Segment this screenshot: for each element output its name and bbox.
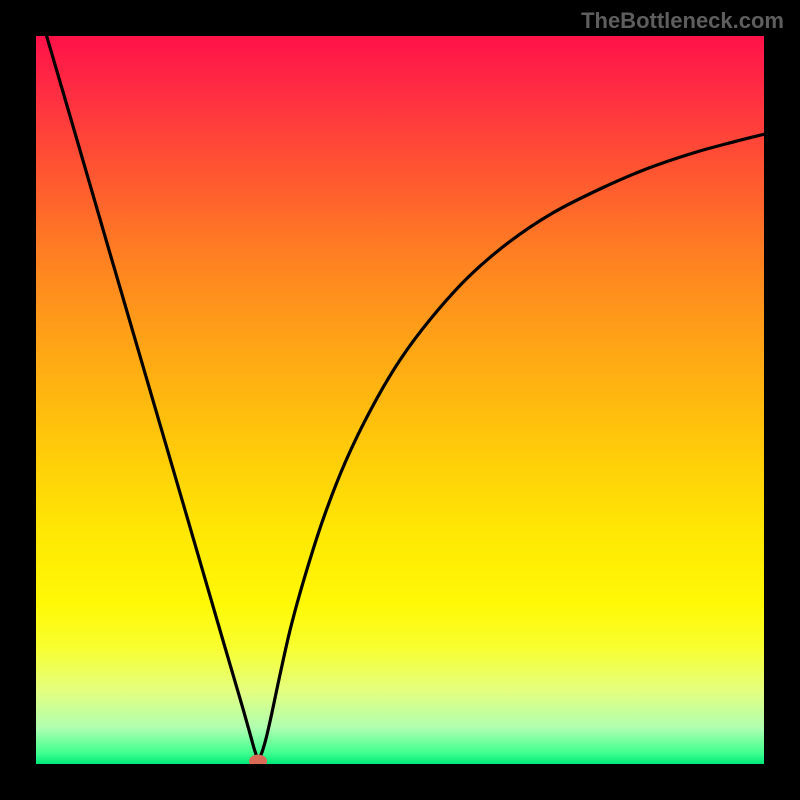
gradient-background xyxy=(36,36,764,764)
watermark-text: TheBottleneck.com xyxy=(581,8,784,34)
bottleneck-chart xyxy=(0,0,800,800)
